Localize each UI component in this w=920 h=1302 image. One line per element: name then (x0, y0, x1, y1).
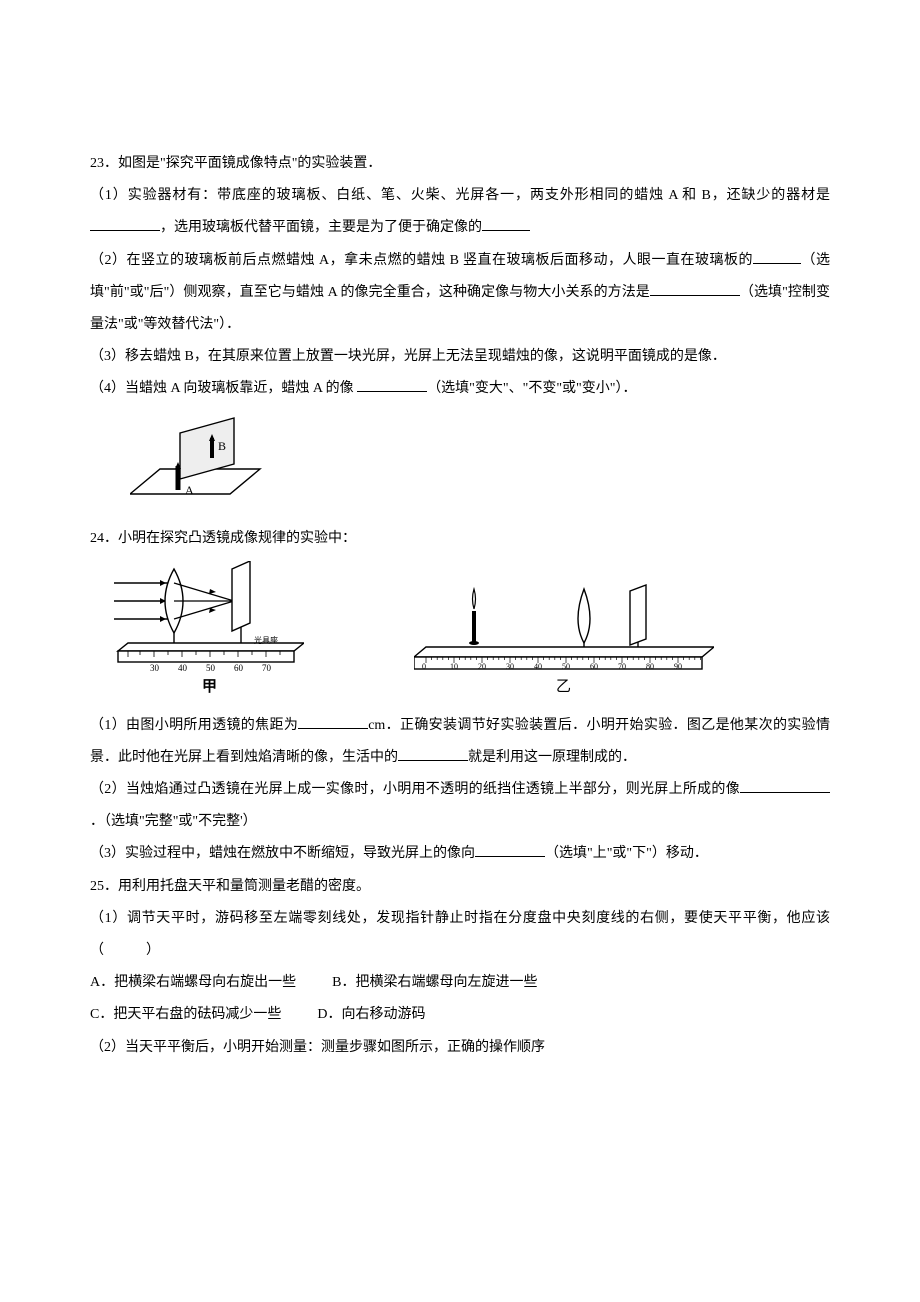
svg-text:80: 80 (646, 662, 654, 671)
blank (740, 779, 830, 793)
q24-p3-a: （3）实验过程中，蜡烛在燃放中不断缩短，导致光屏上的像向 (90, 846, 475, 861)
svg-text:50: 50 (562, 662, 570, 671)
q24-number: 24． (90, 531, 118, 546)
svg-text:30: 30 (150, 663, 160, 673)
q23-p4: （4）当蜡烛 A 向玻璃板靠近，蜡烛 A 的像 （选填"变大"、"不变"或"变小… (90, 373, 830, 405)
svg-text:光具座: 光具座 (254, 635, 278, 645)
label-a: A (185, 483, 194, 497)
fig2-label: 乙 (556, 679, 571, 695)
q25-p1: （1）调节天平时，游码移至左端零刻线处，发现指针静止时指在分度盘中央刻度线的右侧… (90, 903, 830, 967)
mirror-diagram-icon: A B (130, 414, 280, 509)
q25-number: 25． (90, 879, 118, 894)
blank (357, 378, 427, 392)
blank (90, 217, 160, 231)
q24-fig2: 0 10 20 30 40 50 60 70 80 90 乙 (414, 581, 714, 696)
q24-p2: （2）当烛焰通过凸透镜在光屏上成一实像时，小明用不透明的纸挡住透镜上半部分，则光… (90, 774, 830, 838)
blank (753, 250, 801, 264)
svg-text:50: 50 (206, 663, 216, 673)
q23-p1-a: （1）实验器材有：带底座的玻璃板、白纸、笔、火柴、光屏各一，两支外形相同的蜡烛 … (90, 188, 830, 203)
svg-text:70: 70 (262, 663, 272, 673)
svg-text:70: 70 (618, 662, 626, 671)
q25-p2: （2）当天平平衡后，小明开始测量：测量步骤如图所示，正确的操作顺序 (90, 1032, 830, 1064)
svg-text:40: 40 (534, 662, 542, 671)
q24-p1: （1）由图小明所用透镜的焦距为cm．正确安装调节好实验装置后．小明开始实验．图乙… (90, 710, 830, 774)
q24-p1-a: （1）由图小明所用透镜的焦距为 (90, 718, 298, 733)
q25-opts-row1: A．把横梁右端螺母向右旋出一些 B．把横梁右端螺母向左旋进一些 (90, 967, 830, 999)
svg-text:10: 10 (450, 662, 458, 671)
q25-optD: D．向右移动游码 (317, 999, 425, 1031)
q24-intro: 24．小明在探究凸透镜成像规律的实验中： (90, 523, 830, 555)
q23-figure: A B (130, 414, 830, 509)
q23-p4-a: （4）当蜡烛 A 向玻璃板靠近，蜡烛 A 的像 (90, 381, 357, 396)
q23-intro-text: 如图是"探究平面镜成像特点"的实验装置． (118, 156, 381, 171)
svg-text:90: 90 (674, 662, 682, 671)
q23-p1-b: ，选用玻璃板代替平面镜，主要是为了便于确定像的 (160, 220, 482, 235)
q23-intro: 23．如图是"探究平面镜成像特点"的实验装置． (90, 148, 830, 180)
blank (398, 747, 468, 761)
q23-number: 23． (90, 156, 118, 171)
svg-text:60: 60 (590, 662, 598, 671)
q25-intro-text: 用利用托盘天平和量筒测量老醋的密度。 (118, 879, 370, 894)
q23-p1: （1）实验器材有：带底座的玻璃板、白纸、笔、火柴、光屏各一，两支外形相同的蜡烛 … (90, 180, 830, 244)
q23-p4-b: （选填"变大"、"不变"或"变小"）． (427, 381, 636, 396)
svg-text:20: 20 (478, 662, 486, 671)
q23-p3: （3）移去蜡烛 B，在其原来位置上放置一块光屏，光屏上无法呈现蜡烛的像，这说明平… (90, 341, 830, 373)
q24-intro-text: 小明在探究凸透镜成像规律的实验中： (118, 531, 356, 546)
q24-p2-b: ．（选填"完整"或"不完整'） (90, 814, 257, 829)
q24-p1-c: 就是利用这一原理制成的． (468, 750, 636, 765)
svg-text:40: 40 (178, 663, 188, 673)
q24-p3-b: （选填"上"或"下"）移动． (545, 846, 708, 861)
blank (475, 843, 545, 857)
blank (482, 217, 530, 231)
q23-p2: （2）在竖立的玻璃板前后点燃蜡烛 A，拿未点燃的蜡烛 B 竖直在玻璃板后面移动，… (90, 245, 830, 342)
q25-intro: 25．用利用托盘天平和量筒测量老醋的密度。 (90, 871, 830, 903)
q24-p2-a: （2）当烛焰通过凸透镜在光屏上成一实像时，小明用不透明的纸挡住透镜上半部分，则光… (90, 782, 740, 797)
fig1-label: 甲 (202, 678, 217, 695)
blank (650, 282, 740, 296)
q24-figures: 30 40 50 60 70 光具座 甲 0 10 20 (114, 561, 830, 696)
q25-optB: B．把横梁右端螺母向左旋进一些 (332, 967, 537, 999)
q25-optA: A．把横梁右端螺母向右旋出一些 (90, 967, 296, 999)
svg-text:60: 60 (234, 663, 244, 673)
lens-bench-jia-icon: 30 40 50 60 70 光具座 甲 (114, 561, 304, 696)
q24-fig1: 30 40 50 60 70 光具座 甲 (114, 561, 304, 696)
svg-text:30: 30 (506, 662, 514, 671)
q24-p3: （3）实验过程中，蜡烛在燃放中不断缩短，导致光屏上的像向 （选填"上"或"下"）移… (90, 838, 830, 870)
label-b: B (218, 439, 226, 453)
q25-opts-row2: C．把天平右盘的砝码减少一些 D．向右移动游码 (90, 999, 830, 1031)
svg-text:0: 0 (422, 662, 426, 671)
q23-p2-a: （2）在竖立的玻璃板前后点燃蜡烛 A，拿未点燃的蜡烛 B 竖直在玻璃板后面移动，… (90, 253, 753, 268)
q25-optC: C．把天平右盘的砝码减少一些 (90, 999, 281, 1031)
lens-bench-yi-icon: 0 10 20 30 40 50 60 70 80 90 乙 (414, 581, 714, 696)
blank (298, 715, 368, 729)
